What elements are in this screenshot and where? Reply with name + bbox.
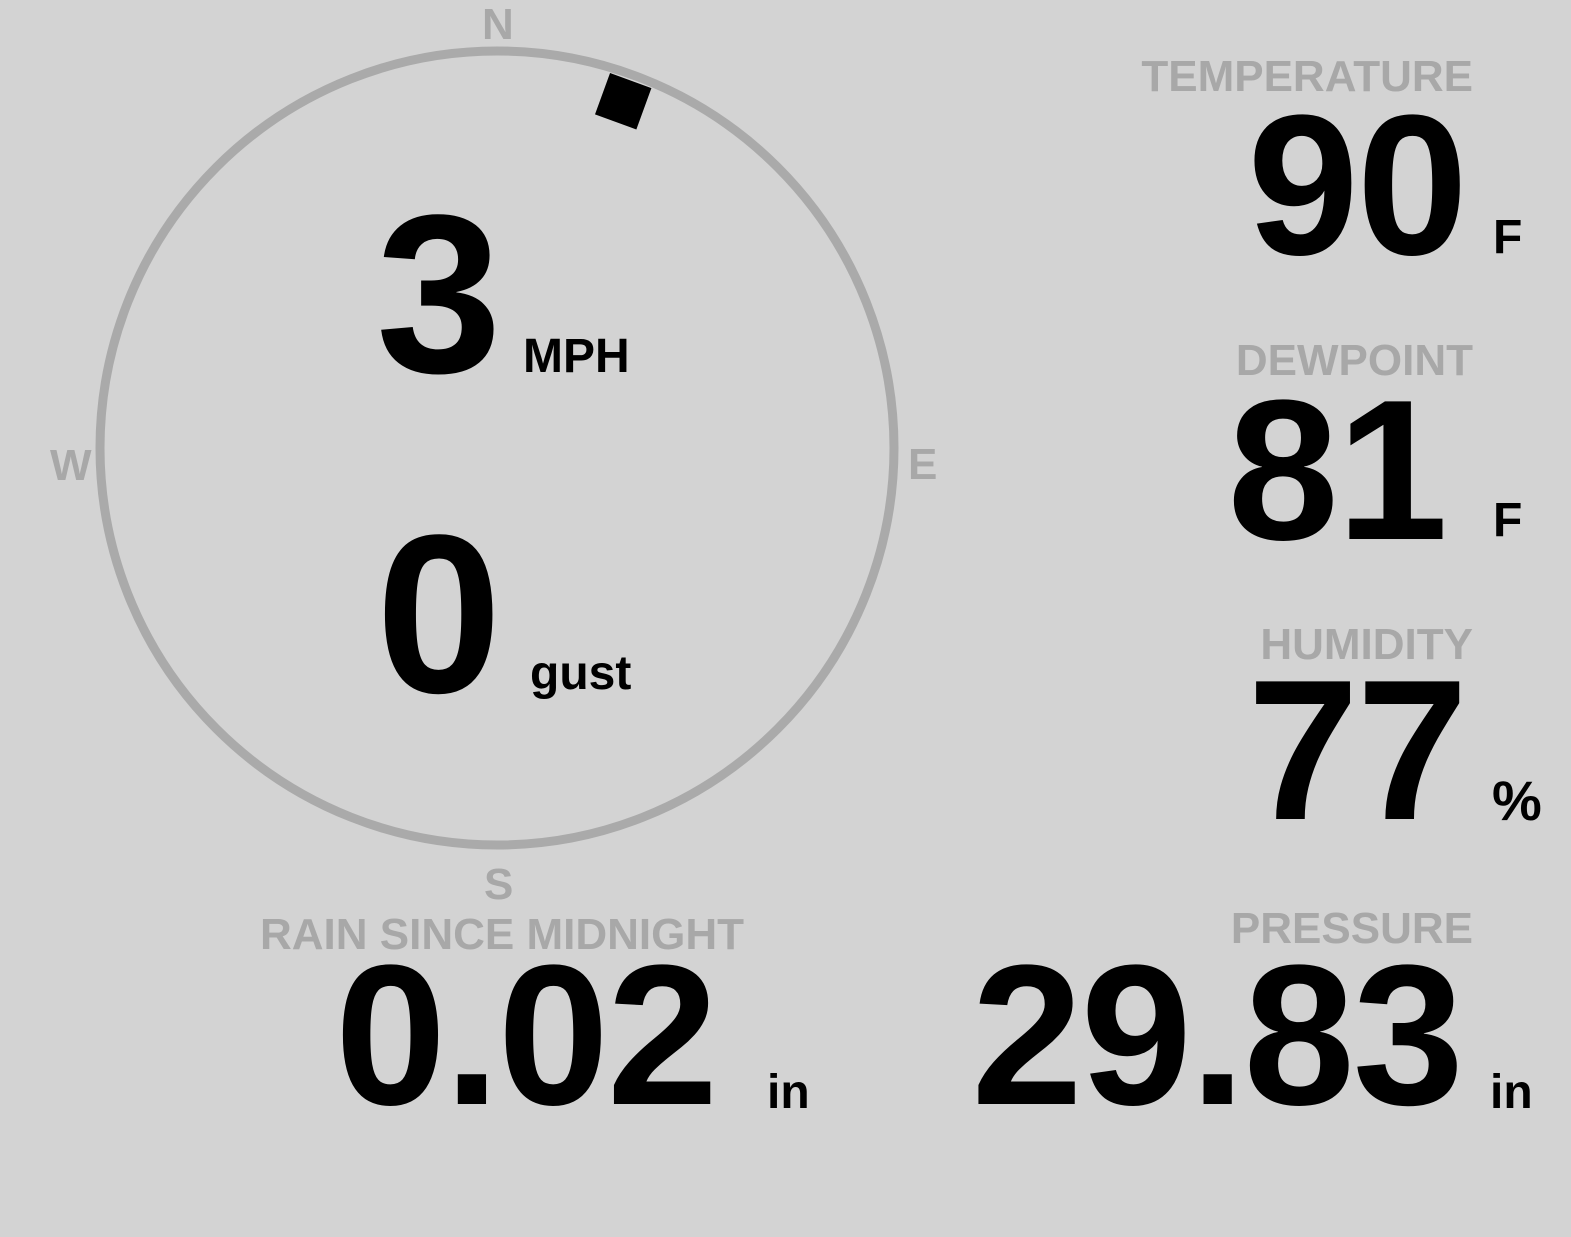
- humidity-unit: %: [1492, 769, 1542, 832]
- dewpoint-label: DEWPOINT: [1235, 336, 1473, 385]
- temperature-unit: F: [1493, 211, 1523, 264]
- compass-east: E: [908, 440, 938, 489]
- rain-value: 0.02: [335, 924, 718, 1147]
- pressure-label: PRESSURE: [1230, 904, 1473, 953]
- compass-west: W: [50, 441, 92, 490]
- humidity-label: HUMIDITY: [1260, 620, 1473, 669]
- dewpoint-unit: F: [1493, 494, 1523, 547]
- wind-gust-value: 0: [376, 487, 502, 740]
- wind-speed-unit: MPH: [523, 330, 630, 383]
- temperature-label: TEMPERATURE: [1141, 52, 1473, 101]
- wind-speed-value: 3: [376, 167, 502, 420]
- temperature-value: 90: [1247, 74, 1468, 297]
- compass-ring: [95, 46, 899, 850]
- wind-gust-unit: gust: [530, 647, 632, 700]
- dewpoint-value: 81: [1227, 359, 1448, 582]
- compass-north: N: [482, 0, 514, 49]
- rain-label: RAIN SINCE MIDNIGHT: [260, 910, 744, 959]
- wind-direction-marker: [595, 73, 652, 130]
- rain-unit: in: [767, 1066, 810, 1119]
- compass-south: S: [484, 860, 514, 909]
- pressure-value: 29.83: [971, 924, 1464, 1147]
- humidity-value: 77: [1247, 639, 1468, 862]
- pressure-unit: in: [1490, 1066, 1533, 1119]
